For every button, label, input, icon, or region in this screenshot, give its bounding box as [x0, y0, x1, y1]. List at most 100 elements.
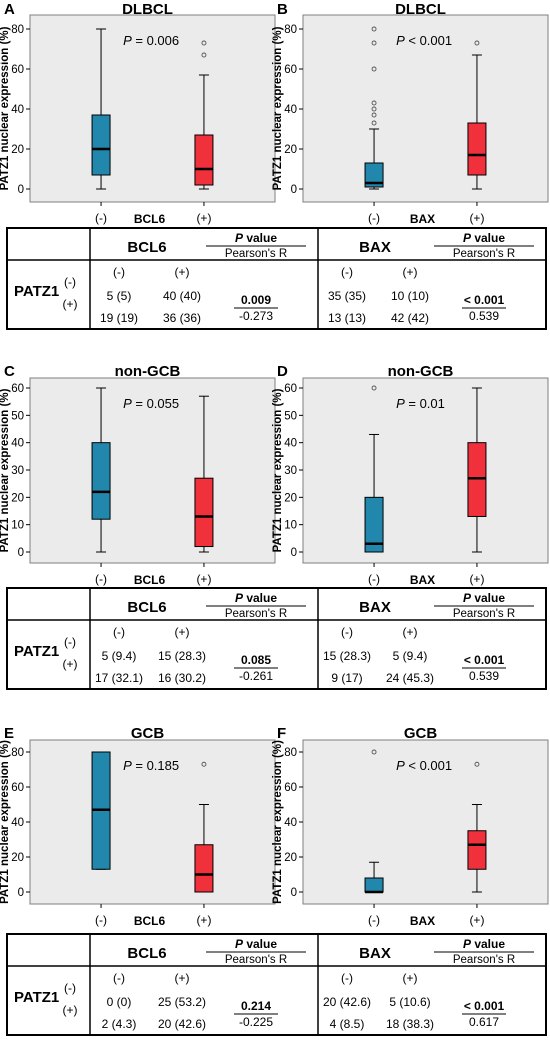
box-iqr	[194, 844, 214, 893]
col-sign-positive: (+)	[175, 971, 190, 985]
col-sign-positive: (+)	[403, 971, 418, 985]
x-axis-label: BCL6	[134, 212, 166, 226]
box-negative	[364, 749, 384, 894]
table-cell: 2 (4.3)	[102, 1017, 137, 1031]
outlier-point	[371, 385, 377, 391]
plot-area	[29, 377, 276, 564]
table-cell: 9 (17)	[331, 671, 362, 685]
table-cell: 36 (36)	[163, 311, 201, 325]
p-value-header: P value	[235, 937, 277, 951]
y-tick-label: 60	[11, 782, 24, 794]
y-tick-label: 40	[284, 104, 297, 116]
table-cell: 15 (28.3)	[323, 649, 371, 663]
table-cell: 5 (9.4)	[393, 649, 428, 663]
outlier-point	[371, 749, 377, 755]
row-label: PATZ1	[14, 283, 59, 300]
y-tick-label: 50	[11, 410, 24, 422]
box-positive	[194, 40, 214, 190]
correlation-table-3: PATZ1 (-) (+) BCL6 P value Pearson's R (-) (+) 0…	[6, 933, 547, 1036]
outlier-point	[201, 40, 207, 46]
pearson-header: Pearson's R	[225, 248, 287, 260]
box-positive	[467, 387, 487, 553]
table-border	[6, 227, 547, 330]
y-tick-label: 40	[11, 817, 24, 829]
p-value-header: P value	[235, 231, 277, 245]
plot-area	[302, 377, 549, 564]
y-tick-label: 0	[18, 547, 24, 559]
table-cell: 4 (8.5)	[330, 1017, 365, 1031]
y-tick-label: 20	[11, 144, 24, 156]
col-sign-negative: (-)	[341, 625, 353, 639]
y-tick-label: 20	[11, 492, 24, 504]
p-value-annotation: P < 0.001	[396, 758, 452, 773]
p-value: < 0.001	[464, 293, 505, 307]
box-positive	[467, 761, 487, 893]
row-sign-positive: (+)	[63, 1003, 78, 1017]
p-value-annotation: P = 0.055	[123, 396, 179, 411]
y-tick-label: 60	[11, 64, 24, 76]
pearson-header: Pearson's R	[225, 954, 287, 966]
table-cell: 13 (13)	[328, 311, 366, 325]
y-tick-label: 60	[284, 383, 297, 395]
box-iqr	[364, 496, 384, 553]
table-cell: 5 (9.4)	[102, 649, 137, 663]
p-value-annotation: P < 0.001	[396, 33, 452, 48]
y-tick-label: 60	[284, 782, 297, 794]
pearson-header: Pearson's R	[225, 608, 287, 620]
x-axis-label: BAX	[410, 573, 435, 587]
boxplot-panel-b: B DLBCL PATZ1 nuclear expression (%) 0 20 40 6…	[272, 1, 549, 226]
x-tick-label: (-)	[95, 211, 107, 225]
box-iqr	[364, 877, 384, 893]
outlier-point	[371, 26, 377, 32]
boxplot-panel-f: F GCB PATZ1 nuclear expression (%) 0 20 40 60 8…	[272, 725, 549, 928]
y-tick-label: 10	[11, 520, 24, 532]
p-value: 0.009	[241, 293, 271, 307]
outlier-point	[371, 66, 377, 72]
p-value-header: P value	[463, 937, 505, 951]
chart-title: GCB	[404, 725, 438, 742]
y-tick-label: 0	[291, 887, 297, 899]
x-tick-label: (-)	[368, 211, 380, 225]
y-tick-label: 30	[11, 465, 24, 477]
pearson-header: Pearson's R	[453, 608, 515, 620]
p-value: 0.214	[241, 999, 271, 1013]
box-negative	[91, 387, 111, 553]
y-tick-label: 40	[11, 104, 24, 116]
group-name: BCL6	[127, 599, 166, 616]
panel-letter: F	[277, 725, 286, 742]
y-tick-label: 80	[284, 24, 297, 36]
table-cell: 17 (32.1)	[95, 671, 143, 685]
table-cell: 40 (40)	[163, 289, 201, 303]
table-cell: 19 (19)	[100, 311, 138, 325]
table-cell: 18 (38.3)	[386, 1017, 434, 1031]
outlier-point	[371, 40, 377, 46]
outlier-point	[201, 761, 207, 767]
y-tick-label: 0	[18, 184, 24, 196]
y-axis-label: PATZ1 nuclear expression (%)	[272, 740, 284, 904]
y-axis-label: PATZ1 nuclear expression (%)	[272, 388, 284, 552]
group-name: BCL6	[127, 239, 166, 256]
x-axis-label: BCL6	[134, 914, 166, 928]
box-iqr	[194, 477, 214, 548]
plot-area	[302, 739, 549, 905]
pearson-r: 0.539	[469, 309, 499, 323]
table-cell: 10 (10)	[391, 289, 429, 303]
p-value: < 0.001	[464, 999, 505, 1013]
outlier-point	[474, 40, 480, 46]
chart-title: DLBCL	[395, 1, 446, 18]
x-tick-label: (+)	[469, 572, 484, 586]
box-positive	[194, 395, 214, 553]
table-cell: 5 (5)	[107, 289, 132, 303]
outlier-point	[201, 52, 207, 58]
row-sign-negative: (-)	[64, 635, 76, 649]
chart-title: non-GCB	[388, 363, 454, 380]
table-cell: 24 (45.3)	[386, 671, 434, 685]
pearson-header: Pearson's R	[453, 954, 515, 966]
table-border	[6, 933, 547, 1036]
col-sign-negative: (-)	[341, 971, 353, 985]
row-sign-positive: (+)	[63, 297, 78, 311]
y-axis-label: PATZ1 nuclear expression (%)	[0, 26, 11, 190]
row-sign-negative: (-)	[64, 275, 76, 289]
table-cell: 16 (30.2)	[158, 671, 206, 685]
